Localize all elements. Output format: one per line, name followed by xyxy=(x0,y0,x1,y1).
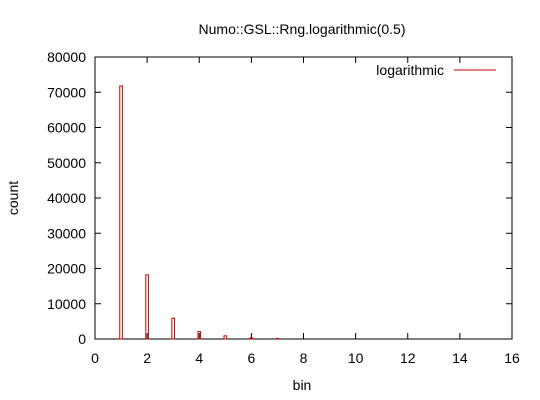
y-tick-label: 0 xyxy=(78,331,86,347)
y-tick-label: 20000 xyxy=(47,261,86,277)
x-tick-label: 4 xyxy=(195,350,203,366)
x-tick-label: 12 xyxy=(400,350,416,366)
y-tick-label: 60000 xyxy=(47,120,86,136)
x-tick-label: 2 xyxy=(143,350,151,366)
legend-label: logarithmic xyxy=(376,62,444,78)
marks-layer xyxy=(119,85,280,340)
x-tick-label: 0 xyxy=(91,350,99,366)
y-tick-label: 10000 xyxy=(47,296,86,312)
x-tick-label: 16 xyxy=(504,350,520,366)
y-tick-label: 40000 xyxy=(47,190,86,206)
y-tick-label: 70000 xyxy=(47,84,86,100)
bar-bin-2 xyxy=(145,274,149,340)
bar-bin-7 xyxy=(275,337,280,340)
chart-title: Numo::GSL::Rng.logarithmic(0.5) xyxy=(199,21,406,37)
x-tick-label: 14 xyxy=(452,350,468,366)
y-tick-label: 50000 xyxy=(47,155,86,171)
bar-bin-6 xyxy=(249,337,254,340)
x-tick-label: 6 xyxy=(247,350,255,366)
x-tick-label: 10 xyxy=(348,350,364,366)
x-axis-label: bin xyxy=(293,377,312,393)
bar-bin-1 xyxy=(119,85,123,340)
legend: logarithmic xyxy=(376,62,496,78)
plot-frame xyxy=(94,56,513,340)
axes-layer: 0 2 4 6 8 10 12 14 16 0 10000 20000 30000 40000 50000 6… xyxy=(47,49,520,366)
y-tick-label: 80000 xyxy=(47,49,86,65)
y-tick-label: 30000 xyxy=(47,225,86,241)
y-axis-label: count xyxy=(5,181,21,215)
bar-bin-5 xyxy=(223,335,228,340)
bar-bin-3 xyxy=(171,317,175,340)
x-tick-label: 8 xyxy=(300,350,308,366)
bar-bin-4 xyxy=(197,331,202,340)
